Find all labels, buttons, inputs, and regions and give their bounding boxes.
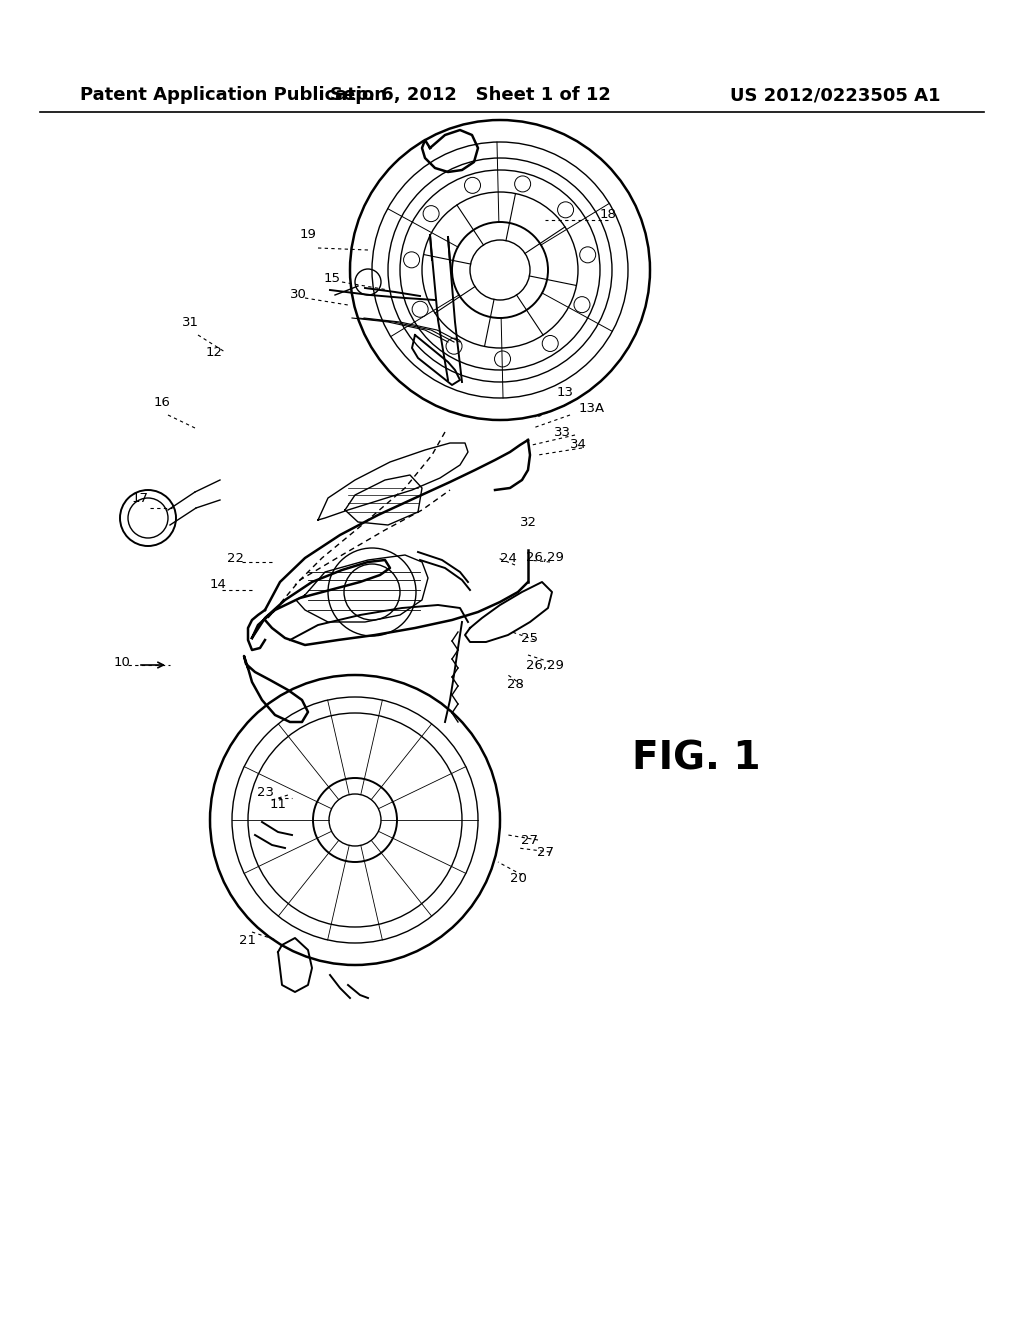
Text: 19: 19 xyxy=(300,228,316,242)
Text: 13A: 13A xyxy=(579,401,605,414)
Text: 11: 11 xyxy=(269,799,287,812)
Text: 10: 10 xyxy=(114,656,130,668)
Text: 26,29: 26,29 xyxy=(526,659,564,672)
Text: 14: 14 xyxy=(210,578,226,591)
Text: 30: 30 xyxy=(290,289,306,301)
Text: 32: 32 xyxy=(519,516,537,528)
Text: US 2012/0223505 A1: US 2012/0223505 A1 xyxy=(729,86,940,104)
Text: FIG. 1: FIG. 1 xyxy=(632,741,761,777)
Text: Patent Application Publication: Patent Application Publication xyxy=(80,86,387,104)
Text: 18: 18 xyxy=(600,209,616,222)
Text: 33: 33 xyxy=(554,425,570,438)
Text: 28: 28 xyxy=(507,678,523,692)
Text: 15: 15 xyxy=(324,272,341,285)
Text: 31: 31 xyxy=(181,315,199,329)
Text: 12: 12 xyxy=(206,346,222,359)
Text: 34: 34 xyxy=(569,438,587,451)
Text: 25: 25 xyxy=(521,631,539,644)
Text: 27: 27 xyxy=(537,846,554,858)
Text: 24: 24 xyxy=(500,552,516,565)
Text: Sep. 6, 2012   Sheet 1 of 12: Sep. 6, 2012 Sheet 1 of 12 xyxy=(330,86,610,104)
Text: 23: 23 xyxy=(256,785,273,799)
Text: 13: 13 xyxy=(556,385,573,399)
Text: 16: 16 xyxy=(154,396,170,408)
Text: 17: 17 xyxy=(131,491,148,504)
Text: 20: 20 xyxy=(510,871,526,884)
Text: 21: 21 xyxy=(240,933,256,946)
Text: 26,29: 26,29 xyxy=(526,552,564,565)
Text: 27: 27 xyxy=(521,833,539,846)
Text: 22: 22 xyxy=(226,552,244,565)
